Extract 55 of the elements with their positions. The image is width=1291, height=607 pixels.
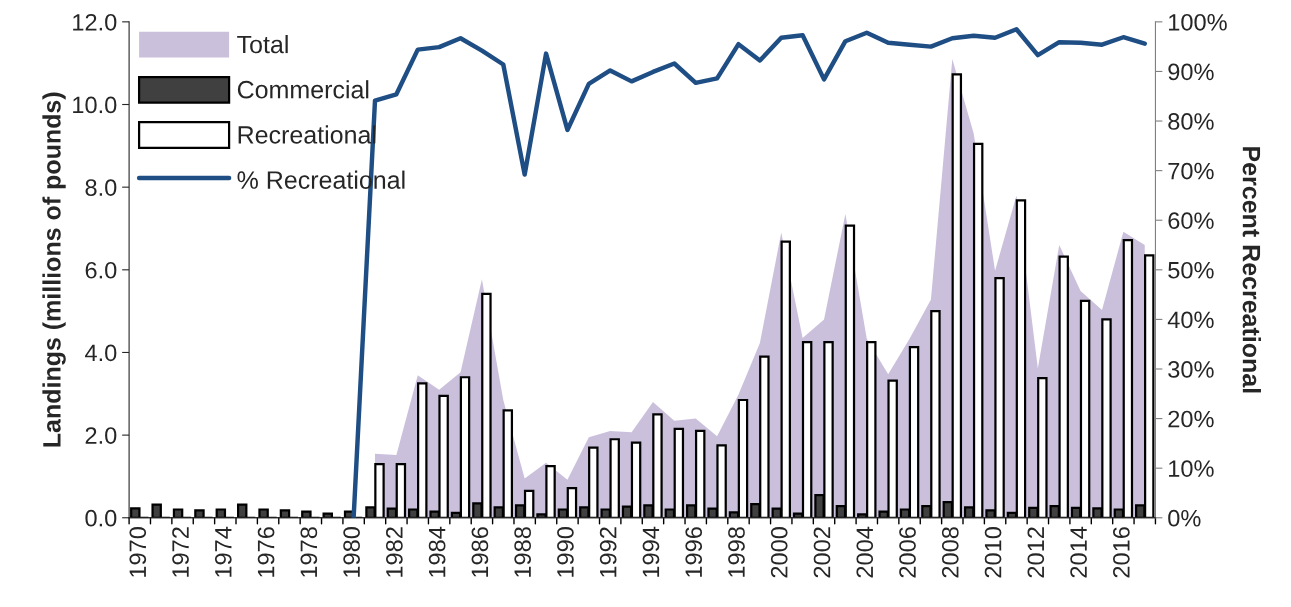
y2-tick-label: 30%	[1168, 361, 1214, 378]
bar	[258, 508, 269, 518]
y-tick-label: 2.0	[85, 427, 117, 444]
x-tick-label: 1980	[343, 527, 360, 577]
y-tick-label: 10.0	[73, 96, 117, 114]
bar	[301, 510, 312, 518]
y2-tick-label: 50%	[1168, 261, 1214, 279]
x-tick-label: 1986	[471, 527, 489, 577]
x-tick-label: 1974	[214, 526, 232, 577]
x-tick-label: 2008	[941, 527, 959, 578]
y2-tick-label: 90%	[1168, 63, 1214, 81]
y2-tick-label: 80%	[1168, 113, 1214, 130]
x-tick-label: 1996	[685, 527, 703, 577]
x-tick-label: 2002	[813, 527, 831, 578]
x-tick-label: 2000	[770, 527, 788, 578]
y2-tick-label: 100%	[1169, 13, 1227, 31]
x-tick-label: 2006	[899, 527, 916, 578]
y2-tick-label: 20%	[1168, 410, 1214, 428]
bar	[279, 509, 291, 518]
x-tick-label: 1988	[514, 527, 532, 577]
y-tick-label: 4.0	[85, 344, 117, 362]
x-tick-label: 1984	[428, 526, 446, 577]
bar	[194, 509, 205, 518]
bar	[215, 508, 227, 518]
x-tick-label: 1972	[172, 527, 189, 577]
x-tick-label: 1990	[557, 527, 574, 577]
y2-tick-label: 10%	[1169, 460, 1214, 477]
x-tick-label: 2016	[1112, 527, 1130, 578]
y2-tick-label: 0%	[1168, 509, 1201, 527]
x-tick-label: 1992	[599, 527, 617, 577]
x-tick-label: 2004	[856, 526, 874, 578]
y2-tick-label: 70%	[1168, 162, 1214, 180]
x-tick-label: 1994	[642, 526, 660, 577]
y-tick-label: 8.0	[85, 179, 117, 196]
y2-tick-label: 60%	[1168, 212, 1214, 230]
bar	[236, 503, 248, 518]
legend-label: Commercial	[237, 80, 369, 99]
y-tick-label: 6.0	[85, 261, 117, 279]
y-tick-label: 0.0	[85, 509, 117, 527]
x-tick-label: 2012	[1027, 527, 1045, 578]
bar	[130, 507, 141, 518]
bar	[151, 503, 162, 518]
y-axis-title: Landings (millions of pounds)	[42, 92, 66, 447]
x-tick-label: 1970	[129, 527, 147, 577]
x-tick-label: 1998	[728, 527, 745, 577]
y-tick-label: 12.0	[73, 13, 117, 31]
x-tick-label: 2014	[1070, 526, 1087, 578]
legend-label: Total	[237, 34, 288, 54]
x-tick-label: 1982	[386, 527, 403, 577]
x-tick-label: 1976	[257, 527, 275, 577]
y2-axis-title: Percent Recreational	[1242, 147, 1261, 393]
y2-tick-label: 40%	[1167, 311, 1214, 329]
x-tick-label: 2010	[984, 527, 1002, 578]
bar	[172, 508, 184, 518]
x-tick-label: 1978	[300, 527, 318, 577]
